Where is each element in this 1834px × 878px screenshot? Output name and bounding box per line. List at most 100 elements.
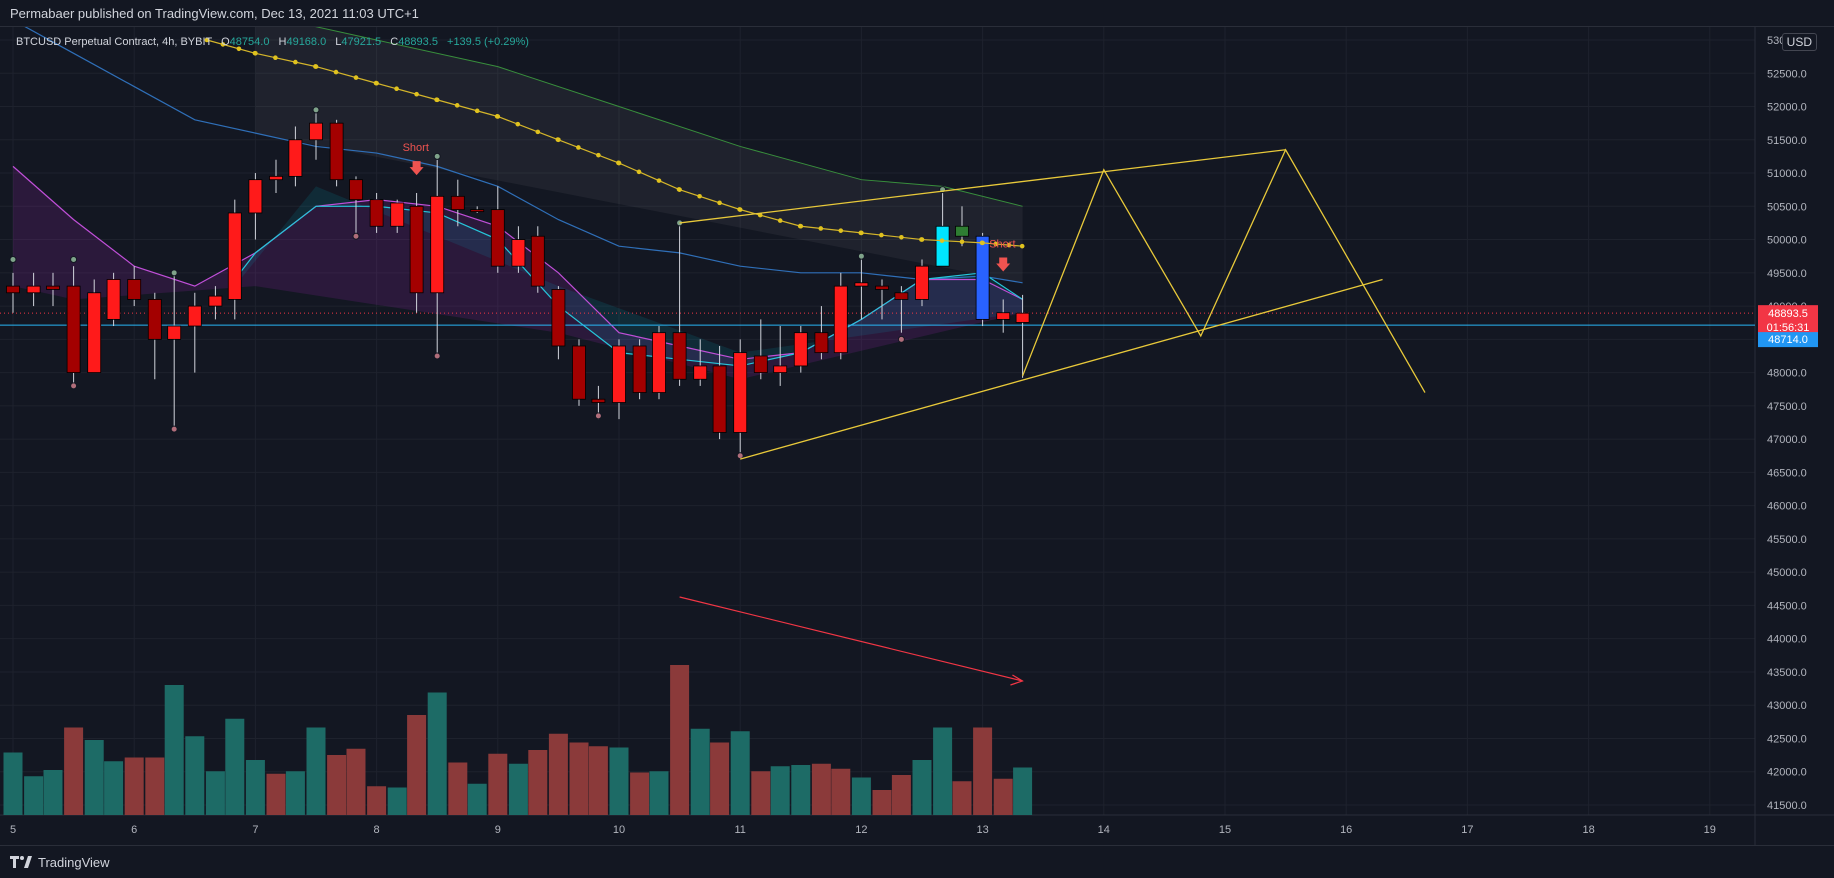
volume-bar bbox=[346, 748, 366, 815]
ema-dot bbox=[636, 169, 642, 175]
symbol-name: BTCUSD Perpetual Contract, 4h, BYBIT bbox=[16, 36, 213, 48]
time-axis[interactable]: 5 6 7 8 9 10 11 12 13 14 15 16 17 18 19 bbox=[10, 824, 1716, 836]
ema-dot bbox=[677, 187, 682, 192]
ema-dot bbox=[253, 51, 258, 56]
volume-bar bbox=[3, 752, 23, 815]
line-price-tag: 48714.0 bbox=[1758, 332, 1818, 348]
time-tick-label: 9 bbox=[495, 824, 501, 836]
candle-body bbox=[693, 365, 708, 380]
volume-bar bbox=[145, 757, 165, 815]
time-tick-label: 19 bbox=[1704, 824, 1716, 836]
price-tick-label: 43500.0 bbox=[1767, 667, 1807, 679]
candle-body bbox=[269, 175, 283, 181]
volume-bar bbox=[690, 728, 710, 815]
ema-dot bbox=[333, 69, 339, 75]
time-tick-label: 14 bbox=[1098, 824, 1110, 836]
low-value: 47921.5 bbox=[341, 36, 381, 48]
candle-body bbox=[875, 285, 889, 290]
arrow-head-icon bbox=[1010, 674, 1024, 686]
candle-body bbox=[773, 365, 788, 373]
publisher-text: Permabaer published on TradingView.com, … bbox=[10, 6, 419, 21]
price-tick-label: 43000.0 bbox=[1767, 700, 1807, 712]
price-tick-label: 42500.0 bbox=[1767, 733, 1807, 745]
candle-body bbox=[390, 202, 405, 227]
ema-dot bbox=[353, 75, 359, 80]
volume-bar bbox=[84, 740, 104, 815]
price-tick-label: 52500.0 bbox=[1767, 68, 1807, 80]
candle-body bbox=[915, 265, 929, 300]
volume-bar bbox=[993, 778, 1013, 815]
ema-dot bbox=[818, 226, 824, 231]
candle-body bbox=[248, 179, 263, 214]
close-value: 48893.5 bbox=[398, 36, 438, 48]
currency-button[interactable]: USD bbox=[1781, 33, 1817, 51]
volume-bar bbox=[609, 747, 629, 815]
last-price-tag: 48893.5 01:56:31 bbox=[1758, 305, 1818, 336]
volume-bar bbox=[630, 772, 650, 815]
volume-bar bbox=[43, 770, 63, 815]
line-price-value: 48714.0 bbox=[1768, 334, 1808, 346]
candle-body bbox=[894, 292, 909, 300]
ema-dot bbox=[899, 234, 904, 240]
candle-body bbox=[66, 285, 81, 373]
volume-bar bbox=[245, 760, 265, 815]
ema-dot bbox=[474, 108, 480, 114]
candle-body bbox=[591, 398, 606, 403]
candle-body bbox=[753, 355, 768, 374]
time-tick-label: 6 bbox=[131, 824, 137, 836]
short-signal-label: Short bbox=[989, 239, 1015, 251]
price-tick-label: 49500.0 bbox=[1767, 268, 1807, 280]
ema-dot bbox=[535, 129, 541, 135]
volume-bar bbox=[770, 766, 790, 815]
volume-bar bbox=[730, 731, 750, 815]
ema-dot bbox=[959, 239, 965, 245]
high-value: 49168.0 bbox=[286, 36, 326, 48]
price-tick-label: 52000.0 bbox=[1767, 102, 1807, 114]
candle-body bbox=[167, 325, 182, 340]
price-tick-label: 50000.0 bbox=[1767, 235, 1807, 247]
candle-body bbox=[854, 282, 869, 287]
ema-dot bbox=[717, 200, 722, 206]
volume-bar bbox=[670, 665, 690, 815]
pivot-high-dot bbox=[170, 269, 178, 277]
pivot-low-dot bbox=[352, 232, 360, 240]
ema-dot bbox=[495, 114, 501, 119]
price-tick-label: 42000.0 bbox=[1767, 767, 1807, 779]
time-tick-label: 7 bbox=[252, 824, 258, 836]
candle-body bbox=[430, 195, 445, 294]
time-tick-label: 8 bbox=[374, 824, 380, 836]
price-chart[interactable]: Short Short BTCUSD Perpetual Contract, 4… bbox=[0, 27, 1834, 845]
volume-bar bbox=[205, 771, 225, 815]
candle-body bbox=[369, 199, 384, 227]
volume-bar bbox=[791, 765, 811, 815]
down-arrow-icon bbox=[996, 257, 1011, 272]
price-axis[interactable]: 53000.052500.052000.051500.051000.050500… bbox=[1767, 35, 1807, 812]
candle-body bbox=[309, 122, 323, 141]
candle-body bbox=[1015, 312, 1030, 323]
ribbon-purple-fill bbox=[13, 166, 1023, 380]
volume-bar bbox=[528, 750, 548, 815]
volume-bar bbox=[467, 783, 487, 815]
ema-dot bbox=[939, 238, 945, 243]
candle-body bbox=[329, 122, 344, 181]
candle-body bbox=[470, 209, 485, 213]
tradingview-logo[interactable]: TradingView bbox=[10, 855, 110, 870]
candle-body bbox=[833, 285, 848, 354]
ema-dot bbox=[798, 223, 804, 229]
pivot-low-dot bbox=[594, 412, 602, 420]
price-tick-label: 45000.0 bbox=[1767, 567, 1807, 579]
candle-body bbox=[450, 195, 465, 211]
short-signal-label: Short bbox=[403, 142, 429, 154]
candle-body bbox=[551, 289, 566, 347]
price-tick-label: 46500.0 bbox=[1767, 467, 1807, 479]
volume-bar bbox=[569, 742, 589, 815]
ema-dot bbox=[556, 137, 561, 143]
projection-zigzag bbox=[1021, 148, 1426, 393]
band-lower-line bbox=[24, 27, 1023, 284]
down-arrow-icon bbox=[409, 161, 424, 176]
ema-dot bbox=[838, 228, 844, 233]
tradingview-logo-icon bbox=[10, 856, 32, 868]
volume-bar bbox=[164, 685, 184, 815]
price-tick-label: 50500.0 bbox=[1767, 201, 1807, 213]
candle-body bbox=[814, 332, 829, 354]
